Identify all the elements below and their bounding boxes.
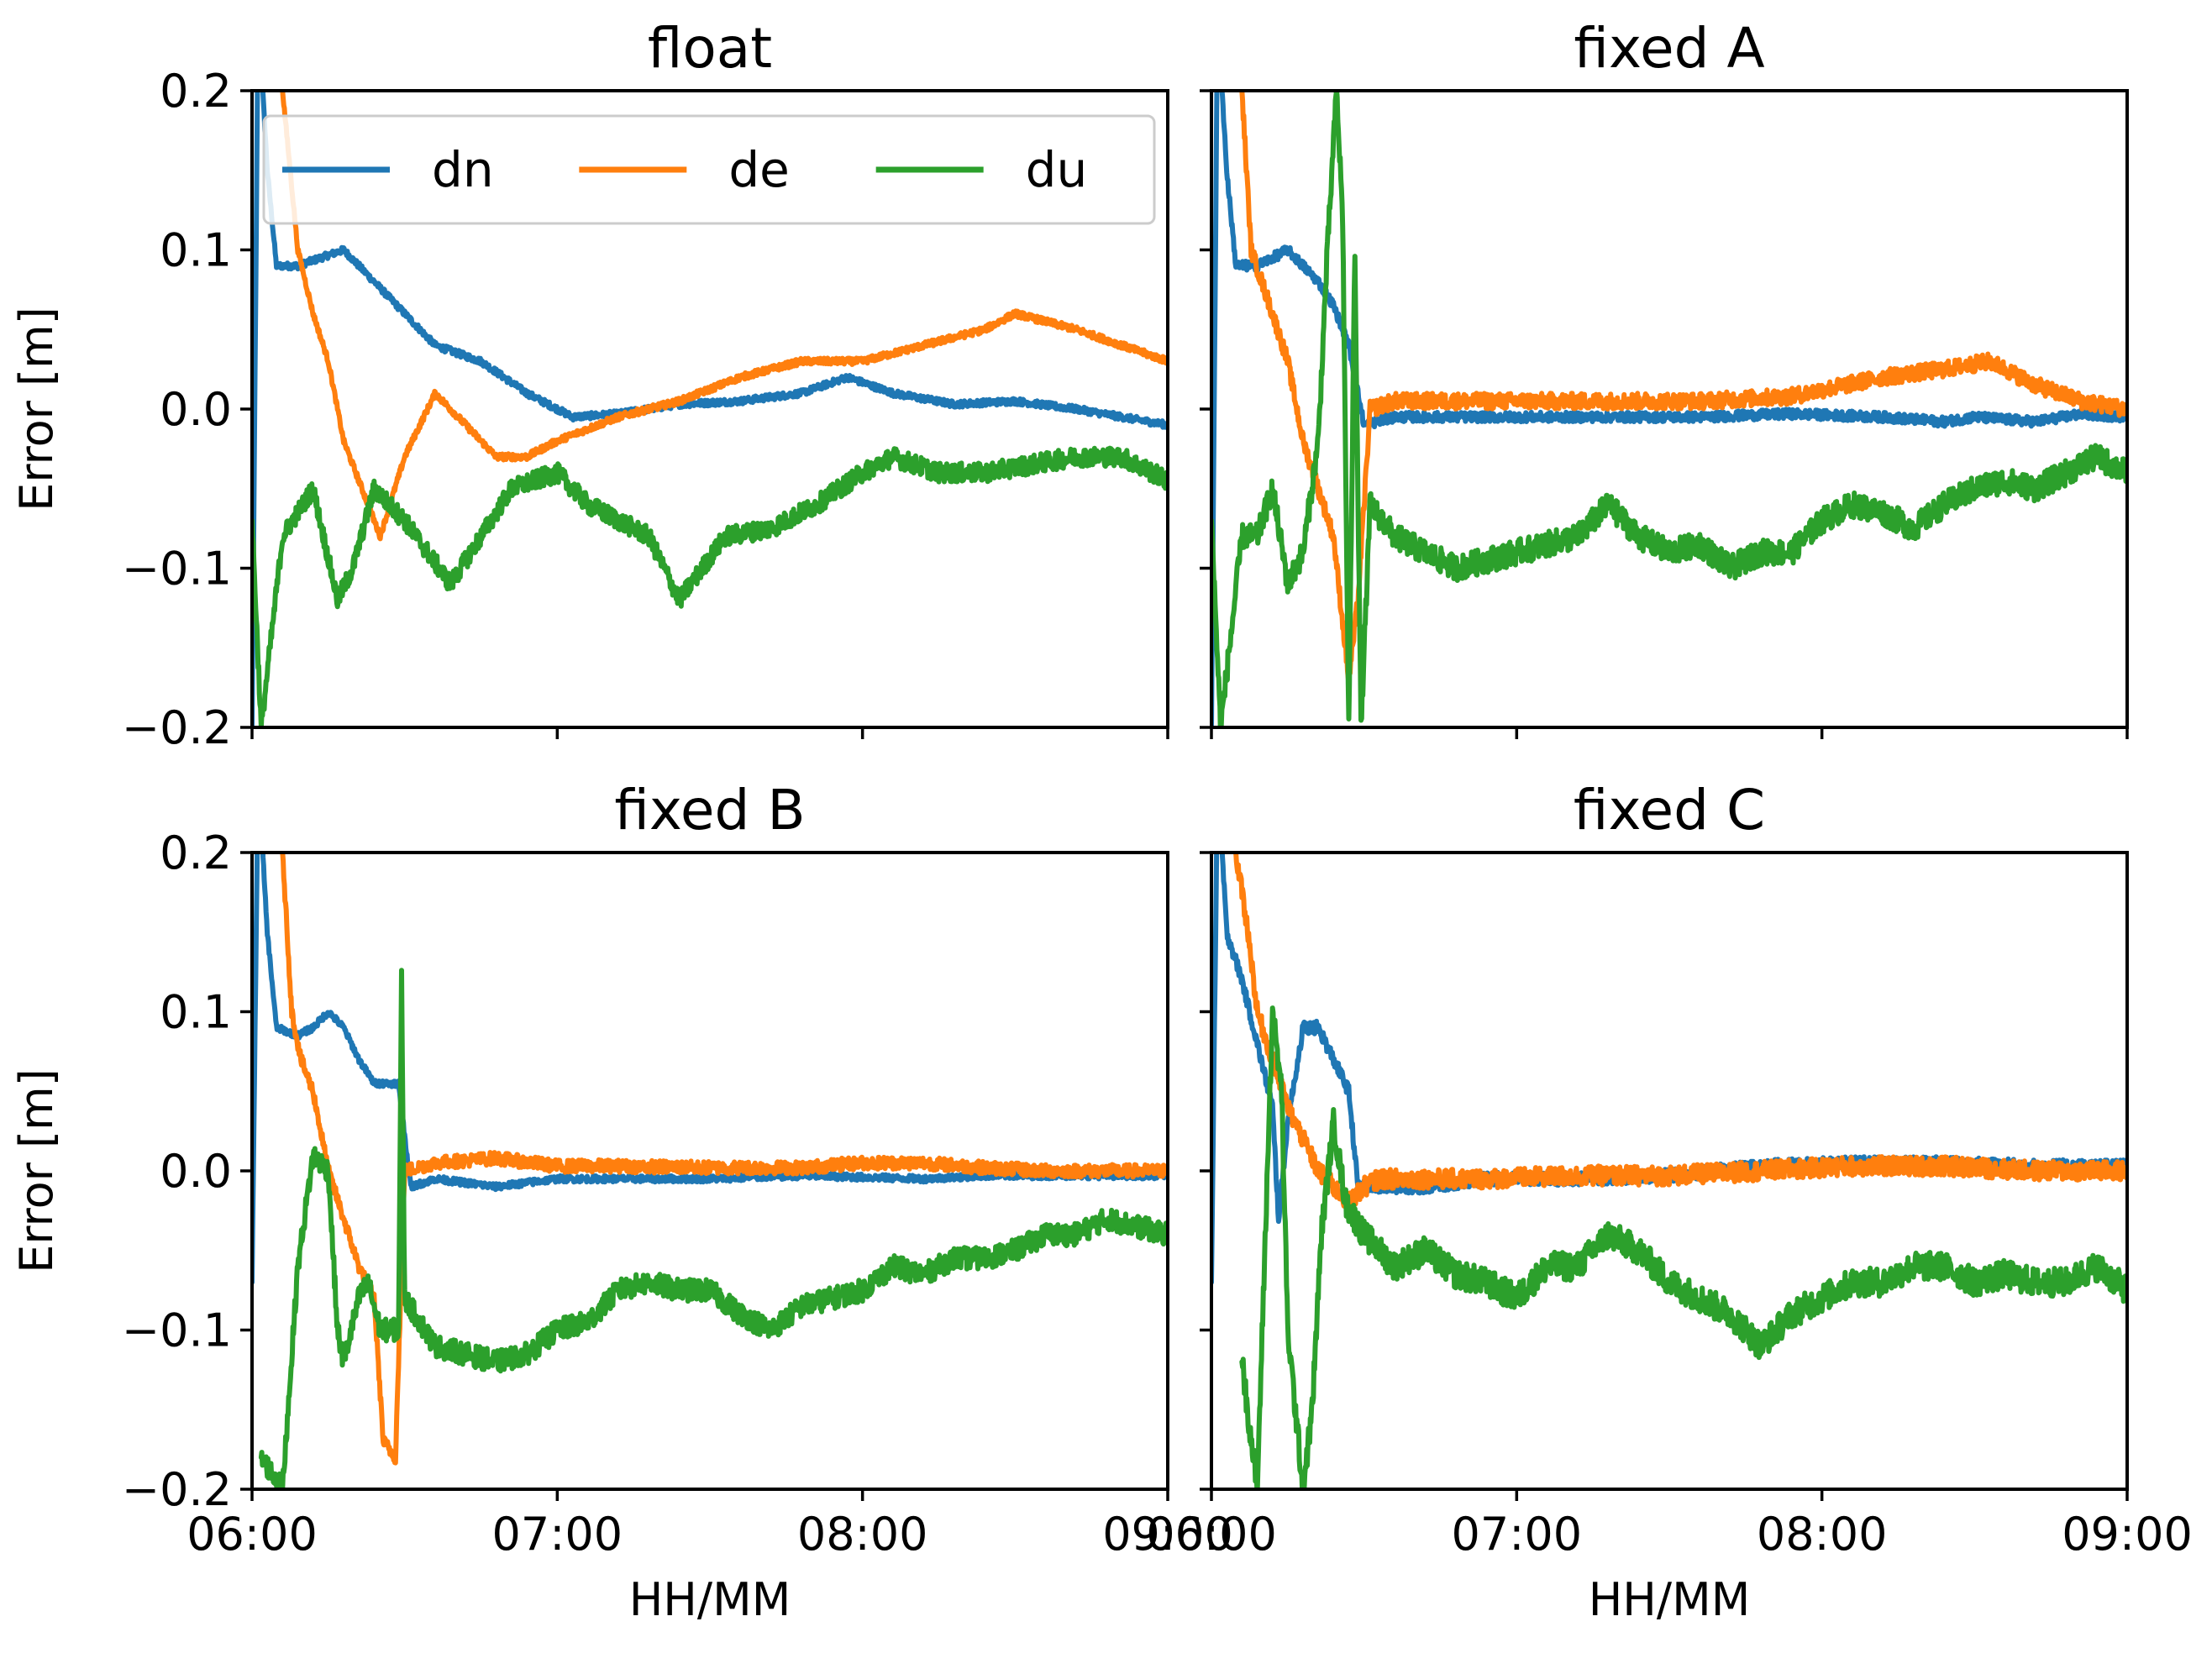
series-du-line [258,968,1168,1489]
plot-area [1211,91,2127,727]
x-tick-label: 08:00 [797,1508,928,1561]
plot-area [1211,853,2127,1489]
panel-3: fixed B −0.2 −0.1 0.0 0.1 0.2 06:00 07:00 08:00 0… [10,778,1233,1626]
y-tick-label: −0.1 [122,1304,232,1357]
x-axis-label: HH/MM [1589,1573,1751,1626]
x-tick-label: 06:00 [1146,1508,1277,1561]
panel-title: fixed A [1574,16,1764,81]
panel-title: float [648,16,772,81]
series-dn-line [1211,91,2127,727]
y-axis-label: Error [m] [10,307,63,512]
series-dn-line [252,91,1168,727]
legend-box [262,114,1156,225]
panel-2: fixed A [1200,16,2129,739]
x-tick-label: 09:00 [2062,1508,2193,1561]
series-de-line [1233,853,2127,1210]
y-tick-label: 0.1 [160,986,232,1039]
series-de-line [1239,91,2127,685]
legend: dn de du [262,114,1156,225]
x-axis-label: HH/MM [629,1573,791,1626]
legend-label-dn: dn [432,141,494,198]
y-tick-label: 0.2 [160,65,232,118]
x-tick-label: 07:00 [492,1508,623,1561]
y-tick-label: −0.1 [122,543,232,596]
x-tick-label: 09:00 [1102,1508,1233,1561]
plot-area [252,853,1168,1489]
x-tick-label: 07:00 [1452,1508,1583,1561]
series-du-line [1211,91,2127,727]
x-tick-label: 08:00 [1757,1508,1888,1561]
legend-label-de: de [728,141,790,198]
x-tick-label: 06:00 [187,1508,318,1561]
series-de-line [280,91,1168,542]
plot-area [252,91,1168,727]
series-de-line [280,853,1168,1466]
panel-1: float −0.2 −0.1 0.0 0.1 0.2 Error [m] [10,16,1169,754]
y-tick-label: 0.1 [160,224,232,277]
panel-4: fixed C 06:00 07:00 08:00 09:00 HH/MM [1146,778,2193,1626]
y-tick-label: 0.0 [160,383,232,436]
legend-label-du: du [1026,141,1088,198]
series-du-line [1239,1005,2127,1489]
y-tick-label: 0.0 [160,1145,232,1198]
panel-title: fixed B [614,778,805,842]
series-du-line [252,445,1168,727]
y-tick-label: 0.2 [160,826,232,879]
y-tick-label: −0.2 [122,1463,232,1516]
y-tick-label: −0.2 [122,701,232,754]
y-axis-label: Error [m] [10,1068,63,1273]
panel-title: fixed C [1574,778,1765,842]
